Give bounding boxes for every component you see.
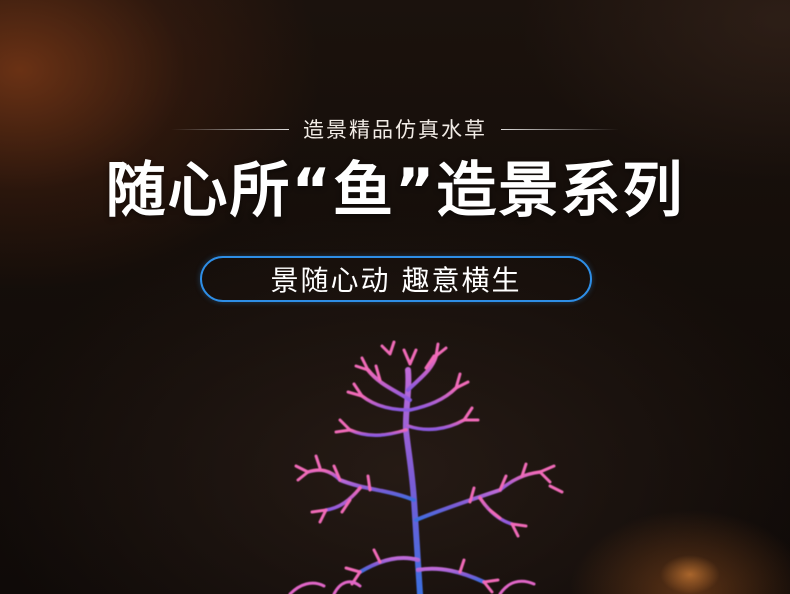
- warm-light-glow: [660, 555, 720, 594]
- subtitle-left-divider: [171, 128, 289, 130]
- subtitle: 造景精品仿真水草: [303, 118, 487, 142]
- slogan-text: 景随心动 趣意横生: [270, 264, 522, 297]
- subtitle-right-divider: [501, 128, 619, 130]
- main-title: 随心所“鱼”造景系列: [105, 156, 685, 226]
- subtitle-row: 造景精品仿真水草: [0, 112, 790, 146]
- slogan-pill: 景随心动 趣意横生: [200, 256, 592, 302]
- artificial-aquarium-plant-image: [288, 340, 564, 594]
